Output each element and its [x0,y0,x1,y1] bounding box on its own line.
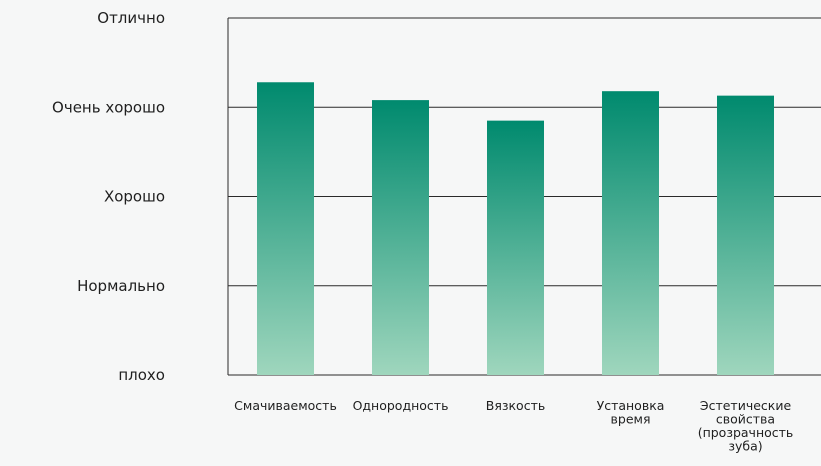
x-tick-label: Однородность [353,398,449,413]
y-tick-label: Хорошо [104,188,165,206]
y-axis-tick-labels: плохо Нормально Хорошо Очень хорошо Отлично [52,9,165,384]
x-tick-label: Смачиваемость [234,398,337,413]
bar [602,91,659,375]
bar [372,100,429,376]
y-tick-label: плохо [118,366,165,384]
bar [257,82,314,375]
bars [257,82,774,376]
y-tick-label: Нормально [77,277,165,295]
x-tick-label: Установка время [597,398,665,427]
x-tick-label: Эстетические свойства (прозрачность зуба) [698,398,794,454]
y-tick-label: Очень хорошо [52,98,165,116]
bar [717,95,774,376]
x-tick-label: Вязкость [486,398,545,413]
x-axis-tick-labels: Смачиваемость Однородность Вязкость Установ… [234,398,793,454]
bar [487,120,544,375]
y-tick-label: Отлично [97,9,165,27]
